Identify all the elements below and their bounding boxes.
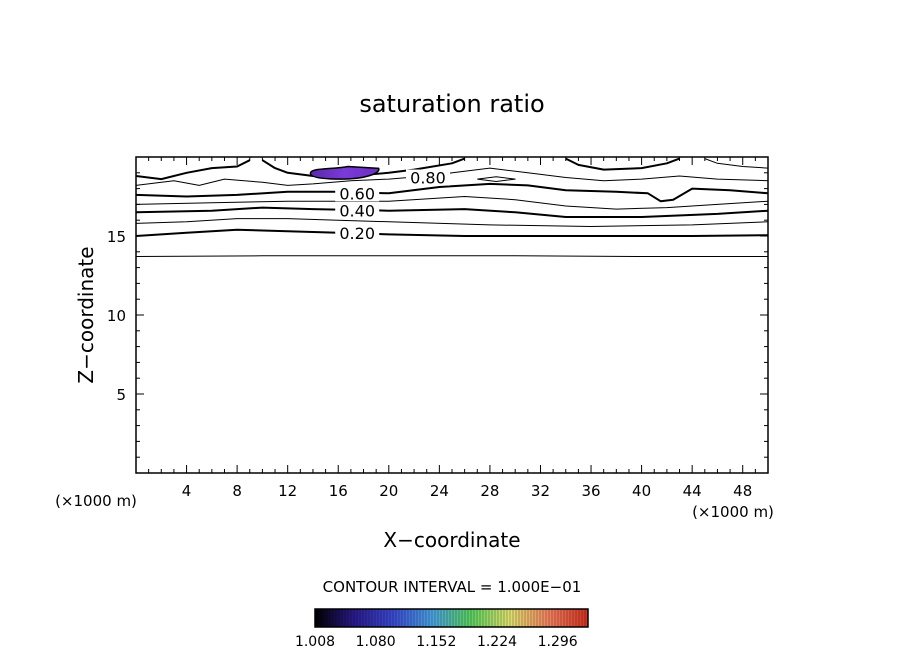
x-tick-label: 24 xyxy=(430,482,449,500)
colorbar-tick-label: 1.224 xyxy=(477,634,517,650)
contour-label: 0.40 xyxy=(339,202,375,221)
contour-label: 0.60 xyxy=(339,184,375,203)
x-tick-label: 8 xyxy=(232,482,242,500)
colorbar-hatch xyxy=(317,609,586,627)
contour-line-0 xyxy=(136,255,768,257)
x-tick-label: 36 xyxy=(581,482,600,500)
colorbar-tick-label: 1.008 xyxy=(295,634,335,650)
colorbar-labels: 1.008 1.080 1.152 1.224 1.296 xyxy=(295,634,578,650)
colorbar-tick-label: 1.152 xyxy=(416,634,456,650)
contour-label: 0.20 xyxy=(339,224,375,243)
y-axis-label: Z−coordinate xyxy=(74,246,98,383)
x-tick-label: 12 xyxy=(278,482,297,500)
contour-line-10 xyxy=(704,158,768,169)
contour-line-2 xyxy=(136,218,768,227)
x-tick-label: 4 xyxy=(182,482,192,500)
chart-title: saturation ratio xyxy=(359,90,544,118)
contour-line-3 xyxy=(136,206,768,218)
x-axis-label: X−coordinate xyxy=(383,528,520,552)
colorbar: 1.008 1.080 1.152 1.224 1.296 xyxy=(295,608,589,650)
colorbar-tick-label: 1.296 xyxy=(538,634,578,650)
contour-label-bg xyxy=(335,224,380,241)
contour-line-1 xyxy=(136,228,768,237)
y-tick-label: 10 xyxy=(107,307,126,325)
contour-line-6 xyxy=(136,167,768,186)
colorbar-frame xyxy=(314,608,589,628)
x-axis-ticks: 4 8 12 16 20 24 28 32 36 40 44 48 xyxy=(148,157,756,500)
contour-line-4 xyxy=(136,196,768,210)
colorbar-fill xyxy=(315,609,588,627)
y-tick-label: 5 xyxy=(116,386,126,404)
contour-line-7 xyxy=(136,159,251,181)
contour-label-bg xyxy=(335,202,380,219)
contour-line-5 xyxy=(136,182,768,203)
x-tick-label: 16 xyxy=(329,482,348,500)
x-tick-label: 20 xyxy=(379,482,398,500)
contour-label-group: 0.80 0.600.40 0.20 xyxy=(335,169,450,243)
x-axis-unit: (×1000 m) xyxy=(692,503,774,521)
x-tick-label: 40 xyxy=(632,482,651,500)
supersaturation-patch xyxy=(309,165,380,180)
contour-label-bg xyxy=(335,185,380,202)
y-axis-ticks: 5 10 15 xyxy=(107,172,768,458)
contour-line-11 xyxy=(477,176,516,182)
x-tick-label: 28 xyxy=(480,482,499,500)
contour-label: 0.80 xyxy=(410,169,446,188)
contour-label-bg xyxy=(405,169,450,186)
contour-lines xyxy=(136,157,768,257)
supersaturation-region xyxy=(309,165,380,180)
y-axis-unit: (×1000 m) xyxy=(55,492,137,510)
y-tick-label: 15 xyxy=(107,228,126,246)
x-tick-label: 48 xyxy=(733,482,752,500)
plot-frame xyxy=(135,156,769,474)
colorbar-tick-label: 1.080 xyxy=(356,634,396,650)
x-tick-label: 32 xyxy=(531,482,550,500)
contour-line-9 xyxy=(565,157,680,171)
x-tick-label: 44 xyxy=(683,482,702,500)
contour-interval-text: CONTOUR INTERVAL = 1.000E−01 xyxy=(323,578,582,596)
